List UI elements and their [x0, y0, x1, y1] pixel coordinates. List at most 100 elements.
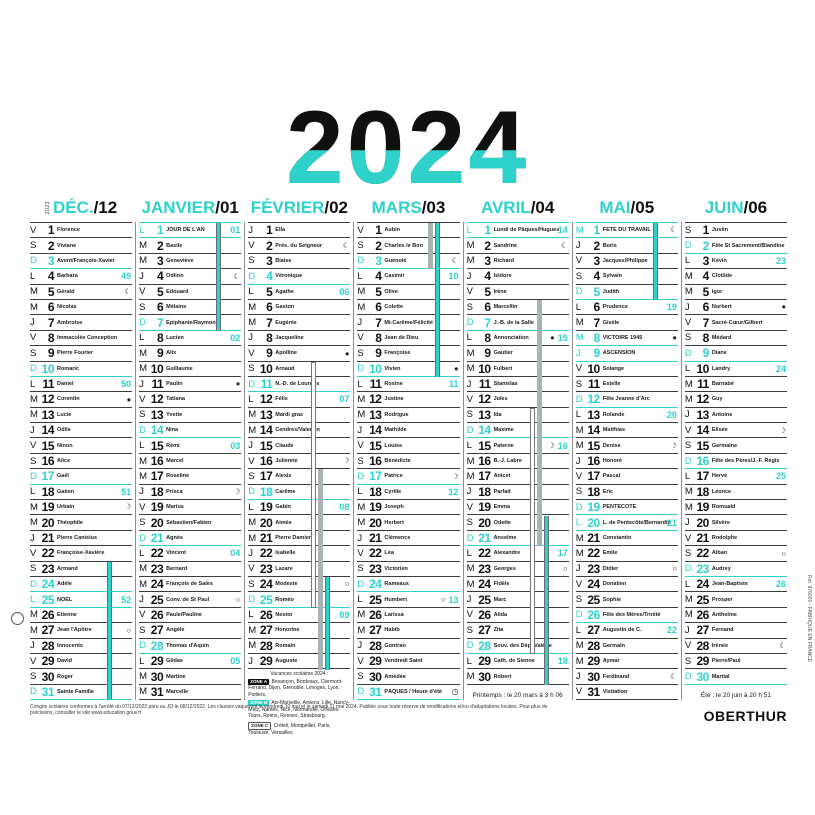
saint-name: Jacques/Philippe	[602, 257, 648, 264]
saint-name: Geneviève	[166, 257, 194, 264]
day-number: 28	[696, 638, 709, 653]
day-letter: D	[30, 686, 37, 698]
day-row: J 11 Paulin ●	[139, 377, 242, 393]
day-letter: S	[30, 671, 37, 683]
day-letter: L	[139, 332, 145, 344]
day-number: 15	[369, 438, 382, 453]
day-row: M 16 Marcel	[139, 454, 242, 470]
day-row: M 2 Basile	[139, 238, 242, 254]
day-number: 18	[696, 484, 709, 499]
day-row: V 8 Immaculée Conception	[30, 331, 133, 347]
saint-name: Yvette	[166, 411, 183, 418]
day-letter: V	[248, 347, 255, 359]
day-row: S 2 Charles le Bon	[357, 238, 460, 254]
day-letter: M	[357, 286, 366, 298]
day-row: D 16 Fête des Pères/J.-F. Régis	[684, 454, 787, 470]
day-markers: ●	[781, 300, 786, 314]
day-row: S 27 Angèle	[139, 623, 242, 639]
day-row: S 22 Alban ○	[684, 546, 787, 562]
day-number: 23	[369, 561, 382, 576]
saint-name: Guénolé	[384, 257, 407, 264]
day-number: 20	[369, 515, 382, 530]
day-number: 24	[41, 577, 55, 592]
day-row: D 24 Rameaux	[357, 577, 460, 593]
saint-name: Daniel	[57, 381, 74, 388]
day-markers: 51	[121, 485, 131, 499]
day-markers: ◷	[452, 685, 459, 699]
day-row: L 20 L. de Pentecôte/Bernardin 21	[575, 515, 678, 531]
day-letter: M	[30, 409, 38, 421]
day-row: L 1 Lundi de Pâques/Hugues 14	[466, 223, 569, 239]
day-letter: D	[30, 470, 37, 482]
day-number: 28	[478, 638, 491, 653]
day-row: D 25 Roméo	[248, 592, 351, 608]
day-row: D 9 Diane	[684, 346, 787, 362]
day-row: S 2 Viviane	[30, 238, 133, 254]
day-letter: D	[684, 455, 692, 467]
day-row: D 17 Patrice ☽	[357, 469, 460, 485]
day-row: M 21 Constantin	[575, 531, 678, 547]
day-letter: J	[30, 640, 35, 652]
saint-name: Julienne	[275, 458, 298, 465]
day-markers: ●	[672, 331, 677, 345]
day-markers: 22	[667, 623, 677, 637]
month-header-juin: JUIN/06	[685, 194, 787, 222]
day-number: 20	[259, 515, 273, 530]
day-row: M 19 Joseph	[357, 500, 460, 516]
day-number: 9	[593, 346, 601, 361]
saint-name: Pierre Fourier	[57, 350, 94, 357]
day-letter: M	[357, 393, 366, 405]
day-number: 7	[156, 315, 164, 330]
day-number: 23	[259, 561, 273, 576]
saint-name: Théophile	[57, 519, 83, 526]
day-number: 3	[156, 253, 164, 268]
day-row: L 11 Daniel 50	[30, 377, 133, 393]
saint-name: Sainte Famille	[57, 688, 94, 695]
saint-name: Alexis	[275, 473, 292, 480]
saint-name: Auguste	[275, 658, 298, 665]
day-row: D 31 PÂQUES / Heure d'été ◷	[357, 685, 460, 701]
day-number: 13	[587, 407, 600, 422]
saint-name: Véronique	[275, 273, 303, 280]
day-letter: L	[139, 224, 145, 236]
saint-name: Fête St Sacrement/Blandine	[711, 242, 785, 249]
day-row: L 4 Barbara 49	[30, 269, 133, 285]
day-row: L 29 Gildas 05	[139, 654, 242, 670]
day-letter: L	[466, 332, 472, 344]
zone-line: ZONE B Aix-Marseille, Amiens, Lille, Nan…	[248, 700, 350, 720]
day-letter: L	[139, 547, 145, 559]
day-row: V 5 Irène	[466, 285, 569, 300]
day-letter: L	[466, 224, 472, 236]
day-letter: S	[466, 301, 473, 313]
saint-name: Clémence	[384, 535, 411, 541]
saint-name: Odile	[57, 427, 71, 434]
saint-name: François de Sales	[166, 581, 213, 588]
day-number: 25	[41, 592, 55, 607]
day-row: J 20 Silvère	[684, 515, 787, 531]
day-row: L 10 Landry 24	[684, 362, 787, 377]
day-letter: M	[30, 301, 38, 313]
saint-name: Romain	[275, 642, 296, 649]
week-number: 03	[230, 440, 241, 451]
day-letter: S	[139, 301, 146, 313]
saint-name: Colette	[384, 304, 404, 311]
saint-name: Lucie	[57, 411, 72, 418]
day-number: 6	[593, 300, 601, 315]
week-number: 51	[121, 486, 132, 497]
saint-name: Barbara	[57, 273, 78, 280]
day-number: 1	[156, 223, 164, 238]
day-markers: ○ 13	[441, 592, 459, 606]
day-letter: J	[248, 655, 254, 667]
day-row: V 21 Rodolphe	[684, 531, 787, 547]
day-letter: L	[248, 609, 254, 621]
day-letter: M	[575, 440, 584, 452]
day-letter: M	[30, 624, 38, 636]
day-row: D 10 Vivien ●	[357, 362, 460, 377]
day-markers: ○	[672, 562, 677, 576]
day-row: D 4 Véronique	[248, 269, 351, 285]
day-row: V 3 Jacques/Philippe	[575, 254, 678, 270]
day-row: M 27 Honorine	[248, 623, 351, 639]
week-number: 24	[775, 363, 786, 374]
day-number: 23	[696, 561, 709, 576]
day-number: 4	[702, 269, 710, 284]
